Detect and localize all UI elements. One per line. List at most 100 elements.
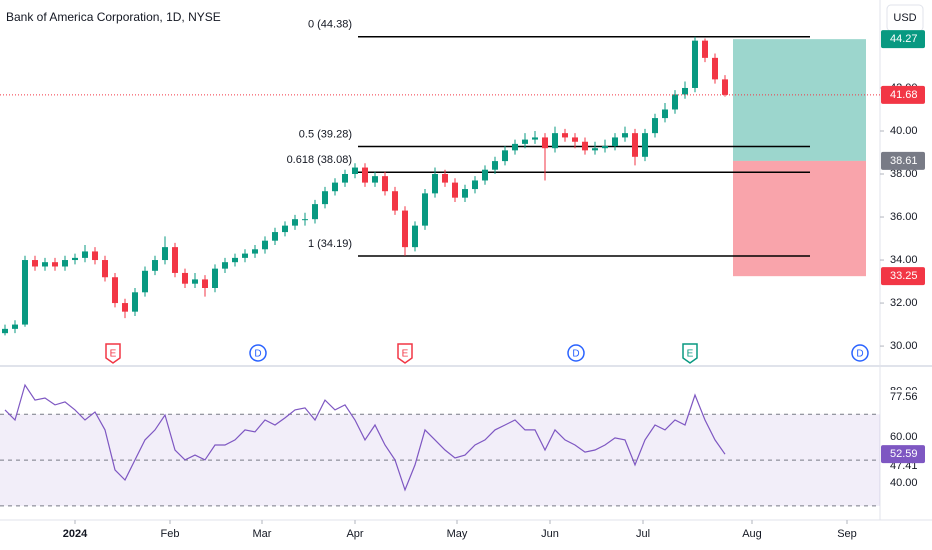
chart-title: Bank of America Corporation, 1D, NYSE (6, 10, 221, 24)
x-tick-label: Mar (253, 528, 272, 540)
candle-body (282, 225, 288, 233)
y-tick-label: 30.00 (890, 340, 918, 352)
candle-body (482, 169, 488, 181)
last-price-tag: 41.68 (890, 89, 918, 101)
candle-body (512, 143, 518, 151)
candle-body (672, 94, 678, 110)
candle-body (62, 260, 68, 267)
candle-body (592, 148, 598, 151)
candle-body (462, 189, 468, 198)
candle-body (152, 260, 158, 271)
candle-body (432, 174, 438, 194)
candle-body (442, 174, 448, 183)
earnings-marker (682, 343, 698, 364)
x-tick-label: Feb (161, 528, 180, 540)
candle-body (12, 324, 18, 329)
event-label: D (572, 349, 579, 360)
x-tick-label: 2024 (63, 528, 88, 540)
candle-body (322, 191, 328, 205)
candle-body (92, 251, 98, 261)
earnings-marker (397, 343, 413, 364)
dividend-marker (567, 344, 585, 362)
candle-body (162, 247, 168, 261)
candle-body (382, 176, 388, 192)
fib-label: 0.5 (39.28) (299, 128, 352, 140)
stop-tag: 33.25 (890, 270, 918, 282)
candle-body (372, 176, 378, 183)
candle-body (532, 137, 538, 140)
candle-body (22, 260, 28, 325)
candle-body (332, 182, 338, 192)
candle-body (522, 139, 528, 144)
x-tick-label: Aug (742, 528, 762, 540)
candle-body (42, 262, 48, 267)
candle-body (262, 240, 268, 250)
earnings-marker (105, 343, 121, 364)
candle-body (392, 191, 398, 211)
candle-body (232, 257, 238, 263)
candle-body (292, 219, 298, 226)
candle-body (622, 133, 628, 138)
candle-body (272, 232, 278, 241)
candle-body (612, 137, 618, 147)
candle-body (172, 247, 178, 273)
y-tick-label: 36.00 (890, 211, 918, 223)
loss-zone (733, 160, 866, 277)
candle-body (32, 260, 38, 267)
fib-label: 0.618 (38.08) (287, 154, 352, 166)
x-tick-label: Jun (541, 528, 559, 540)
candle-body (302, 219, 308, 221)
candle-body (2, 328, 8, 334)
candle-body (52, 262, 58, 267)
candle-body (722, 79, 728, 95)
event-label: E (402, 349, 409, 360)
candle-body (692, 40, 698, 88)
candle-body (72, 257, 78, 261)
candle-body (362, 167, 368, 183)
candle-body (112, 277, 118, 304)
candle-body (412, 225, 418, 248)
event-label: E (110, 349, 117, 360)
candle-body (182, 272, 188, 284)
candle-body (542, 137, 548, 149)
candle-body (602, 146, 608, 149)
candle-body (492, 161, 498, 170)
event-label: D (254, 349, 261, 360)
candle-body (142, 270, 148, 293)
y-tick-label: 38.00 (890, 168, 918, 180)
x-tick-label: Sep (837, 528, 857, 540)
y-tick-label: 34.00 (890, 254, 918, 266)
last-price-tag-bg (881, 85, 925, 104)
candle-body (552, 133, 558, 149)
dividend-marker (851, 344, 869, 362)
candle-body (352, 167, 358, 175)
y-tick-label: 40.00 (890, 125, 918, 137)
candle-body (312, 204, 318, 220)
candle-body (192, 279, 198, 284)
fib-label: 1 (34.19) (308, 238, 352, 250)
candle-body (422, 193, 428, 226)
candle-body (122, 303, 128, 312)
candle-body (642, 133, 648, 157)
x-tick-label: Jul (636, 528, 650, 540)
x-tick-label: Apr (346, 528, 363, 540)
fib-label: 0 (44.38) (308, 19, 352, 31)
rsi-band-tag-bg (881, 389, 931, 404)
candle-body (242, 253, 248, 258)
currency-label[interactable]: USD (893, 12, 916, 24)
candle-body (82, 251, 88, 258)
rsi-tick-label: 60.00 (890, 431, 918, 443)
x-tick-label: May (447, 528, 468, 540)
candle-body (212, 268, 218, 288)
candle-body (652, 118, 658, 134)
candle-body (342, 174, 348, 183)
target-tag-bg (881, 30, 925, 49)
rsi-tick-label: 40.00 (890, 477, 918, 489)
candle-body (702, 40, 708, 58)
candle-body (252, 249, 258, 254)
candle-body (102, 260, 108, 278)
candle-body (222, 262, 228, 269)
candle-body (472, 180, 478, 190)
rsi-band-label: 77.56 (890, 391, 918, 403)
